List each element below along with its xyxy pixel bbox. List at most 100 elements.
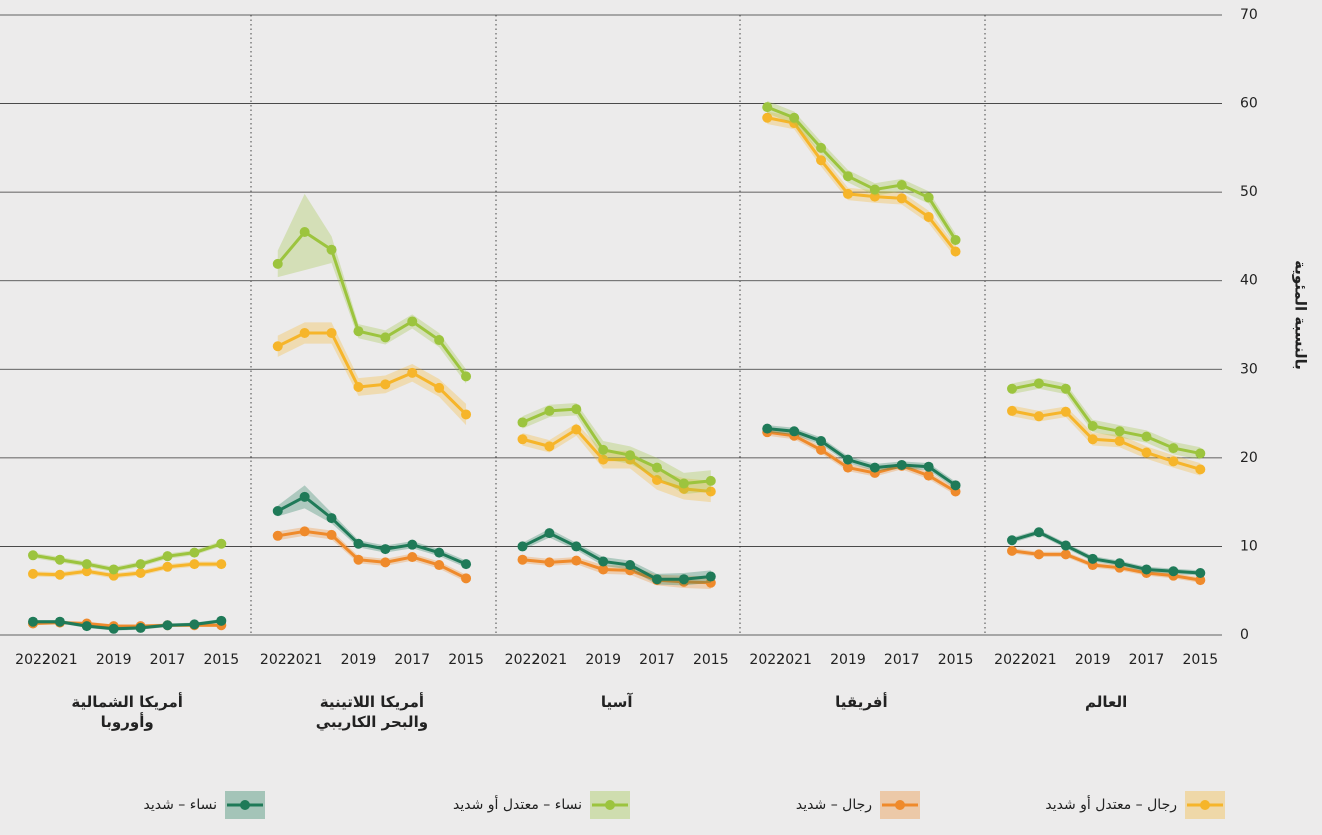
data-point	[1168, 443, 1179, 454]
x-tick-label: 2022	[994, 652, 1030, 668]
data-point	[353, 326, 364, 337]
x-tick-label: 2017	[394, 652, 430, 668]
data-point	[1195, 448, 1206, 459]
data-point	[705, 486, 716, 497]
data-point	[407, 539, 418, 550]
series-line	[766, 116, 957, 253]
legend-label: رجال – معتدل أو شديد	[1045, 795, 1177, 813]
x-tick-label: 2019	[585, 652, 621, 668]
panel-title-line: آسيا	[601, 693, 634, 711]
confidence-band	[277, 322, 467, 426]
data-point	[54, 616, 65, 627]
data-point	[517, 554, 528, 565]
data-point	[1060, 540, 1071, 551]
y-tick-label: 60	[1240, 96, 1258, 112]
data-point	[1141, 447, 1152, 458]
data-point	[625, 450, 636, 461]
data-point	[326, 529, 337, 540]
data-point	[1007, 535, 1017, 546]
panel-title: أمريكا الشمالية وأوروبا	[71, 692, 183, 731]
data-point	[1195, 464, 1206, 475]
x-tick-label: 2022	[505, 652, 541, 668]
x-tick-label: 2022	[15, 652, 51, 668]
data-point	[842, 454, 853, 465]
legend-dot	[605, 800, 615, 810]
data-point	[272, 341, 283, 352]
data-point	[81, 566, 92, 577]
confidence-band	[767, 100, 956, 247]
data-point	[1060, 383, 1071, 394]
data-point	[816, 142, 827, 153]
data-point	[407, 316, 418, 327]
data-point	[705, 571, 716, 582]
data-point	[923, 461, 934, 472]
data-point	[816, 155, 827, 166]
data-point	[1007, 405, 1017, 416]
data-point	[816, 444, 827, 455]
data-point	[407, 552, 418, 563]
data-point	[598, 444, 609, 455]
data-point	[135, 568, 146, 578]
legend-dot	[1200, 800, 1210, 810]
data-point	[762, 423, 773, 434]
data-point	[544, 557, 555, 568]
data-point	[299, 491, 310, 502]
data-point	[842, 462, 853, 473]
data-point	[1087, 553, 1098, 564]
legend-label: رجال – شديد	[796, 797, 872, 813]
data-point	[678, 478, 689, 489]
data-point	[896, 459, 907, 470]
data-point	[1141, 431, 1152, 442]
data-point	[842, 171, 853, 182]
data-point	[1033, 549, 1044, 560]
data-point	[1033, 411, 1044, 422]
data-point	[380, 332, 391, 343]
y-tick-label: 20	[1240, 450, 1258, 466]
data-point	[1141, 564, 1152, 575]
data-point	[326, 244, 337, 255]
data-point	[299, 227, 310, 237]
data-point	[353, 382, 364, 392]
data-point	[1168, 456, 1179, 467]
data-point	[108, 623, 119, 634]
data-point	[1114, 436, 1125, 447]
data-point	[135, 622, 146, 633]
data-point	[54, 554, 65, 565]
panel-title: أمريكا اللاتينية والبحر الكاريبي	[316, 692, 428, 731]
x-tick-label: 2015	[448, 652, 484, 668]
y-tick-label: 50	[1240, 184, 1258, 200]
data-point	[380, 557, 391, 568]
x-tick-label: 2021	[287, 652, 323, 668]
x-tick-label: 2017	[1129, 652, 1165, 668]
data-point	[353, 538, 364, 549]
data-point	[544, 405, 555, 416]
data-point	[299, 327, 310, 338]
data-point	[434, 335, 445, 346]
data-point	[950, 246, 961, 257]
x-tick-label: 2015	[1182, 652, 1218, 668]
legend-dot	[240, 800, 250, 810]
data-point	[1007, 545, 1017, 556]
data-point	[1195, 575, 1206, 586]
data-point	[461, 559, 472, 570]
data-point	[1007, 383, 1017, 394]
data-point	[162, 551, 173, 562]
data-point	[1087, 420, 1098, 431]
data-point	[869, 462, 880, 473]
data-point	[896, 180, 907, 191]
data-point	[571, 541, 582, 552]
panel-title-line: أمريكا الشمالية	[71, 692, 183, 711]
data-point	[380, 544, 391, 555]
legend-label: نساء – معتدل أو شديد	[453, 795, 582, 813]
x-tick-label: 2017	[639, 652, 675, 668]
data-point	[950, 234, 961, 245]
y-tick-label: 10	[1240, 538, 1258, 554]
data-point	[1033, 527, 1044, 538]
data-point	[923, 192, 934, 203]
panel-title: العالم	[1085, 693, 1127, 711]
data-point	[326, 513, 337, 524]
data-point	[517, 541, 528, 552]
data-point	[407, 367, 418, 378]
confidence-band	[277, 193, 467, 384]
